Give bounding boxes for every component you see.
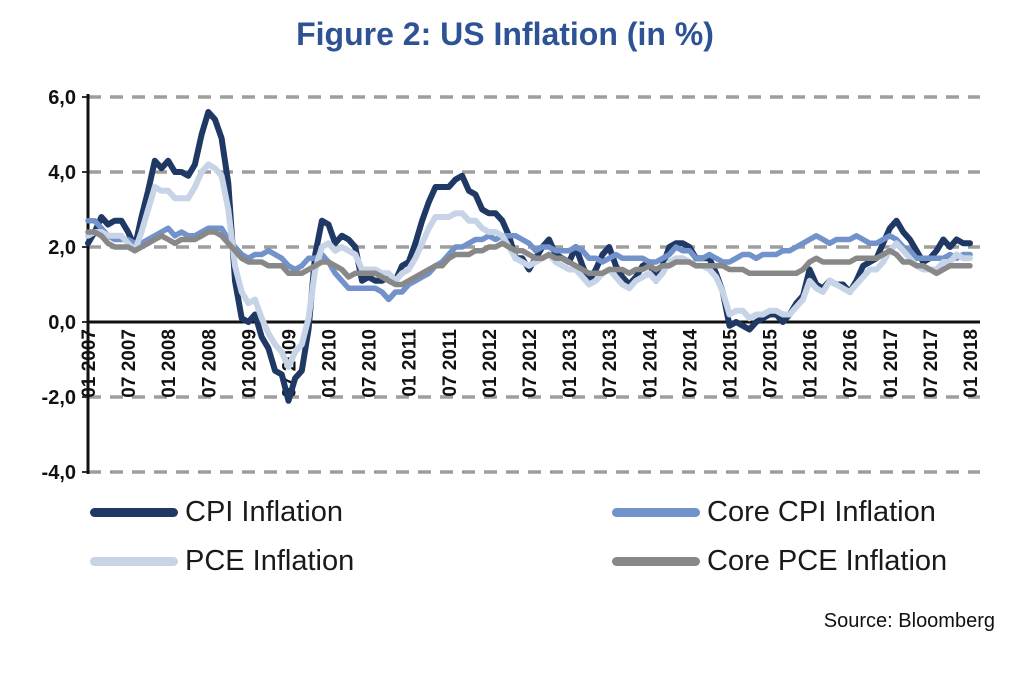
x-axis-label: 07 2013 — [600, 329, 621, 398]
pce-line-swatch-icon — [90, 556, 178, 566]
x-axis-label: 01 2018 — [961, 329, 982, 398]
x-axis-label: 07 2016 — [841, 329, 862, 398]
source-note: Source: Bloomberg — [823, 610, 995, 632]
y-axis-label: -2,0 — [42, 387, 76, 409]
x-axis-label: 07 2014 — [680, 329, 701, 398]
y-axis-label: 0,0 — [48, 312, 76, 334]
legend-label-pce: PCE Inflation — [185, 544, 355, 577]
pce-line — [85, 161, 973, 370]
cpi-line-swatch-icon — [90, 507, 178, 517]
x-axis-label: 07 2008 — [199, 329, 220, 398]
legend-item-pce: PCE Inflation — [90, 541, 612, 581]
x-axis-label: 01 2017 — [881, 329, 902, 398]
y-axis-label: 4,0 — [48, 162, 76, 184]
x-axis-label: 01 2008 — [159, 329, 180, 398]
core_pce-line — [85, 229, 973, 288]
x-axis-label: 07 2012 — [520, 329, 541, 398]
x-axis-label: 01 2013 — [560, 329, 581, 398]
legend-item-cpi: CPI Inflation — [90, 492, 612, 532]
x-axis-label: 01 2010 — [320, 329, 341, 398]
x-axis-label: 01 2016 — [801, 329, 822, 398]
x-axis-label: 07 2007 — [119, 329, 140, 398]
x-axis-label: 01 2009 — [239, 329, 260, 398]
x-axis-label: 07 2010 — [360, 329, 381, 398]
y-axis-label: -4,0 — [42, 462, 76, 484]
x-axis-label: 07 2017 — [921, 329, 942, 398]
legend-item-core-pce: Core PCE Inflation — [612, 541, 990, 581]
legend-label-core-cpi: Core CPI Inflation — [707, 495, 936, 528]
x-axis-label: 01 2014 — [640, 329, 661, 398]
legend-label-cpi: CPI Inflation — [185, 495, 343, 528]
core-cpi-line-swatch-icon — [612, 507, 700, 517]
x-axis-label: 07 2015 — [761, 329, 782, 398]
x-axis-label: 01 2012 — [480, 329, 501, 398]
x-axis-label: 01 2011 — [400, 329, 421, 397]
core-pce-line-swatch-icon — [612, 556, 700, 566]
chart-title: Figure 2: US Inflation (in %) — [296, 16, 714, 52]
chart-legend: CPI Inflation Core CPI Inflation PCE Inf… — [90, 492, 990, 581]
y-axis-label: 6,0 — [48, 87, 76, 109]
x-axis-label: 01 2015 — [721, 329, 742, 398]
y-axis-label: 2,0 — [48, 237, 76, 259]
x-axis-label: 07 2011 — [440, 329, 461, 397]
legend-label-core-pce: Core PCE Inflation — [707, 544, 948, 577]
legend-item-core-cpi: Core CPI Inflation — [612, 492, 990, 532]
